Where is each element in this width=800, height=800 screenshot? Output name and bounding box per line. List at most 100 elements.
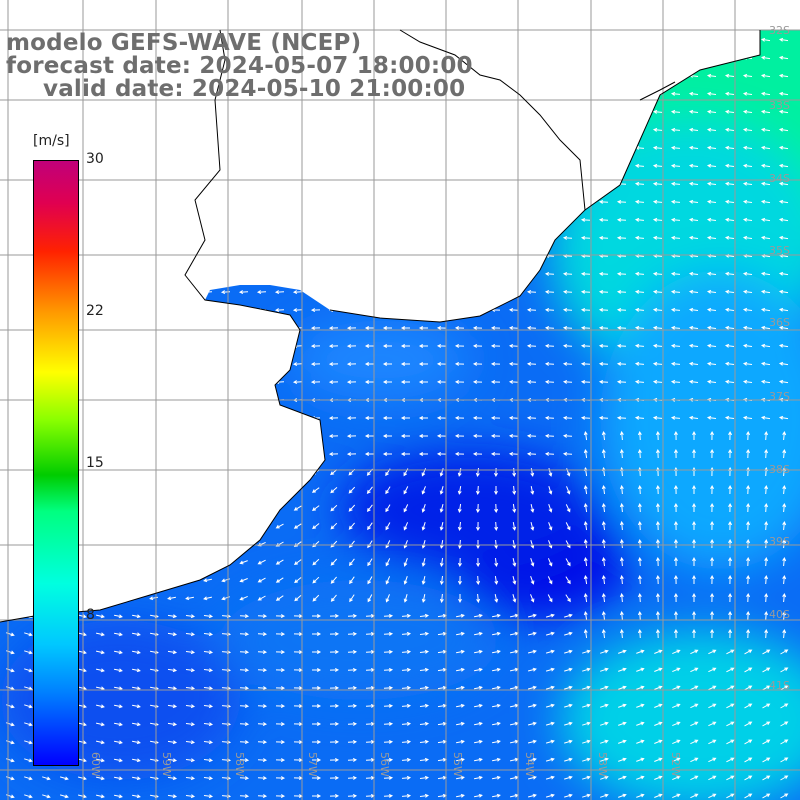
wind-arrow: [530, 594, 535, 603]
wind-arrow: [490, 217, 501, 222]
wind-arrow: [526, 325, 537, 330]
wind-arrow: [166, 110, 177, 115]
wind-arrow: [580, 307, 591, 312]
wind-arrow: [544, 217, 555, 222]
wind-arrow: [636, 685, 645, 690]
wind-arrow: [131, 686, 141, 691]
wind-arrow: [184, 290, 195, 295]
wind-arrow: [456, 721, 465, 726]
wind-arrow: [275, 776, 286, 781]
wind-arrow: [710, 592, 715, 603]
wind-arrow: [580, 271, 591, 276]
wind-arrow: [764, 592, 769, 603]
wind-arrow: [382, 128, 392, 132]
wind-arrow: [782, 556, 787, 567]
wind-arrow: [764, 448, 769, 459]
wind-arrow: [508, 325, 519, 330]
wind-arrow: [724, 325, 735, 330]
wind-arrow: [508, 181, 519, 186]
wind-arrow: [724, 415, 735, 420]
wind-arrow: [94, 272, 105, 277]
wind-arrow: [598, 325, 609, 330]
wind-arrow: [490, 109, 501, 114]
wind-arrow: [76, 326, 87, 331]
wind-arrow: [256, 362, 267, 367]
wind-arrow: [583, 556, 588, 567]
wind-arrow: [728, 448, 733, 459]
wind-arrow: [275, 794, 286, 799]
wind-arrow: [760, 91, 771, 96]
wind-arrow: [454, 109, 465, 114]
wind-arrow: [257, 595, 266, 601]
wind-arrow: [564, 775, 573, 780]
wind-arrow: [454, 451, 465, 456]
wind-arrow: [726, 667, 735, 673]
wind-arrow: [148, 128, 159, 133]
wind-arrow: [634, 415, 645, 420]
wind-arrow: [418, 326, 428, 330]
wind-arrow: [42, 776, 51, 781]
wind-arrow: [634, 55, 645, 60]
wind-arrow: [131, 632, 141, 637]
wind-arrow: [202, 362, 213, 367]
wind-arrow: [494, 503, 499, 514]
wind-arrow: [346, 344, 357, 349]
wind-arrow: [24, 794, 33, 799]
wind-arrow: [202, 218, 213, 223]
wind-arrow: [508, 343, 519, 348]
wind-arrow: [710, 520, 715, 531]
wind-arrow: [184, 236, 195, 241]
wind-arrow: [184, 164, 195, 169]
wind-arrow: [472, 217, 483, 222]
wind-arrow: [364, 236, 374, 240]
wind-arrow: [654, 703, 663, 708]
wind-arrow: [472, 55, 483, 60]
wind-arrow: [312, 576, 320, 584]
wind-arrow: [401, 721, 412, 726]
wind-arrow: [454, 145, 465, 150]
wind-arrow: [472, 307, 483, 312]
wind-arrow: [454, 271, 465, 276]
wind-arrow: [184, 434, 195, 439]
wind-arrow: [439, 540, 444, 549]
wind-arrow: [778, 217, 789, 222]
wind-arrow: [724, 361, 735, 366]
wind-arrow: [364, 128, 374, 132]
wind-arrow: [238, 416, 249, 421]
wind-arrow: [706, 127, 717, 132]
wind-arrow: [491, 739, 501, 744]
wind-arrow: [310, 290, 321, 295]
wind-arrow: [203, 614, 214, 619]
wind-arrow: [637, 520, 642, 531]
wind-arrow: [526, 235, 537, 240]
wind-arrow: [76, 578, 87, 583]
wind-arrow: [742, 325, 753, 330]
wind-arrow: [167, 614, 178, 619]
wind-arrow: [148, 146, 159, 151]
wind-arrow: [688, 379, 699, 384]
wind-arrow: [476, 575, 481, 586]
wind-arrow: [544, 181, 555, 186]
wind-arrow: [113, 686, 123, 691]
wind-arrow: [400, 272, 410, 276]
wind-arrow: [580, 181, 591, 186]
wind-arrow: [692, 448, 696, 458]
wind-arrow: [634, 343, 645, 348]
wind-arrow: [637, 592, 642, 603]
wind-arrow: [4, 344, 15, 349]
wind-arrow: [239, 560, 248, 565]
wind-arrow: [760, 271, 771, 276]
wind-arrow: [418, 308, 428, 312]
wind-arrow: [274, 182, 285, 187]
longitude-label: 57W: [306, 752, 319, 777]
wind-arrow: [94, 182, 105, 187]
wind-arrow: [544, 289, 555, 294]
wind-arrow: [22, 344, 33, 349]
wind-arrow: [474, 685, 483, 690]
wind-arrow: [166, 362, 177, 367]
wind-arrow: [654, 757, 663, 762]
wind-arrow: [22, 164, 33, 169]
wind-arrow: [76, 380, 87, 385]
wind-arrow: [512, 575, 517, 585]
wind-arrow: [472, 451, 483, 456]
